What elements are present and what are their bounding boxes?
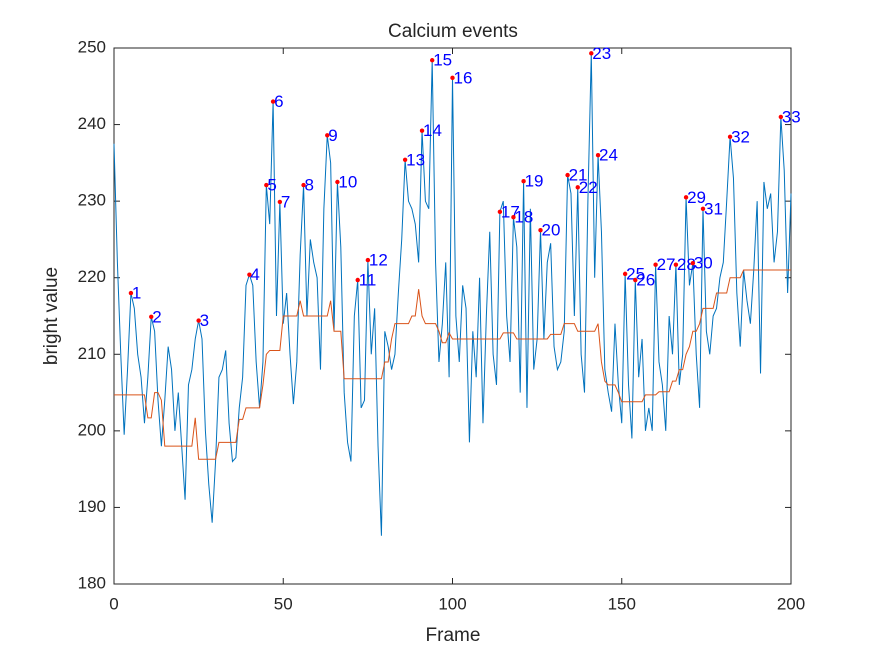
y-tick-label: 210 — [78, 344, 106, 363]
y-tick-label: 240 — [78, 114, 106, 133]
event-label: 7 — [281, 192, 290, 211]
x-tick-label: 0 — [109, 594, 118, 613]
event-marker — [196, 318, 201, 323]
event-label: 1 — [132, 284, 141, 303]
event-label: 8 — [305, 176, 314, 195]
event-label: 2 — [152, 307, 161, 326]
event-marker — [653, 262, 658, 267]
event-marker — [690, 260, 696, 266]
series-line — [114, 269, 791, 460]
event-label: 5 — [267, 176, 276, 195]
x-tick-label: 50 — [274, 594, 293, 613]
x-tick-label: 100 — [438, 594, 466, 613]
event-marker — [419, 128, 425, 133]
y-tick-label: 180 — [78, 573, 106, 592]
chart-title: Calcium events — [388, 21, 518, 42]
event-label: 28 — [677, 255, 696, 274]
event-marker — [355, 277, 360, 283]
event-marker — [589, 51, 594, 56]
event-marker — [497, 209, 503, 215]
event-label: 20 — [542, 221, 561, 240]
event-label: 19 — [525, 172, 544, 191]
event-marker — [277, 199, 283, 205]
event-label: 9 — [328, 126, 337, 145]
event-label: 15 — [433, 51, 452, 70]
event-label: 18 — [514, 208, 533, 227]
event-marker — [673, 262, 679, 267]
event-marker — [595, 153, 601, 158]
event-label: 11 — [359, 270, 377, 289]
event-label: 32 — [731, 127, 750, 146]
event-label: 10 — [338, 172, 357, 191]
event-label: 31 — [704, 199, 723, 218]
axes-box — [113, 47, 792, 585]
y-tick-label: 190 — [78, 497, 106, 516]
event-marker — [622, 271, 628, 277]
event-label: 30 — [694, 254, 713, 273]
event-marker — [633, 277, 638, 283]
event-marker — [450, 75, 455, 81]
event-marker — [270, 99, 276, 104]
x-tick-label: 200 — [777, 594, 805, 613]
event-label: 23 — [592, 44, 611, 63]
event-label: 22 — [579, 178, 598, 197]
y-tick-label: 250 — [78, 37, 106, 56]
event-marker — [128, 290, 134, 296]
event-marker — [700, 206, 706, 211]
event-marker — [538, 228, 543, 233]
y-tick-label: 200 — [78, 420, 106, 439]
event-marker — [429, 58, 435, 63]
event-label: 29 — [687, 188, 706, 207]
event-label: 24 — [599, 146, 618, 165]
event-label: 21 — [569, 166, 588, 185]
event-marker — [365, 257, 371, 263]
event-marker — [521, 179, 526, 184]
event-label: 4 — [250, 265, 259, 284]
x-tick-label: 150 — [608, 594, 636, 613]
y-tick-label: 230 — [78, 191, 106, 210]
event-marker — [149, 314, 154, 319]
event-label: 12 — [369, 251, 388, 270]
event-marker — [778, 114, 784, 120]
event-marker — [575, 185, 580, 190]
y-axis-label: bright value — [41, 267, 62, 365]
event-label: 3 — [200, 311, 209, 330]
event-marker — [335, 179, 340, 185]
event-marker — [511, 215, 516, 220]
y-tick-label: 220 — [78, 267, 106, 286]
event-marker — [247, 272, 252, 277]
event-marker — [325, 133, 330, 138]
event-label: 6 — [274, 92, 283, 111]
event-marker — [402, 157, 408, 162]
event-label: 13 — [406, 150, 425, 169]
event-marker — [264, 182, 269, 188]
event-marker — [727, 134, 733, 140]
event-label: 33 — [782, 107, 801, 126]
event-label: 26 — [636, 270, 655, 289]
event-label: 27 — [657, 255, 676, 274]
event-label: 14 — [423, 121, 442, 140]
event-label: 25 — [626, 264, 645, 283]
event-label: 16 — [454, 68, 473, 87]
event-marker — [565, 172, 570, 178]
event-marker — [301, 182, 306, 188]
x-axis-label: Frame — [426, 625, 481, 646]
event-marker — [683, 195, 689, 200]
